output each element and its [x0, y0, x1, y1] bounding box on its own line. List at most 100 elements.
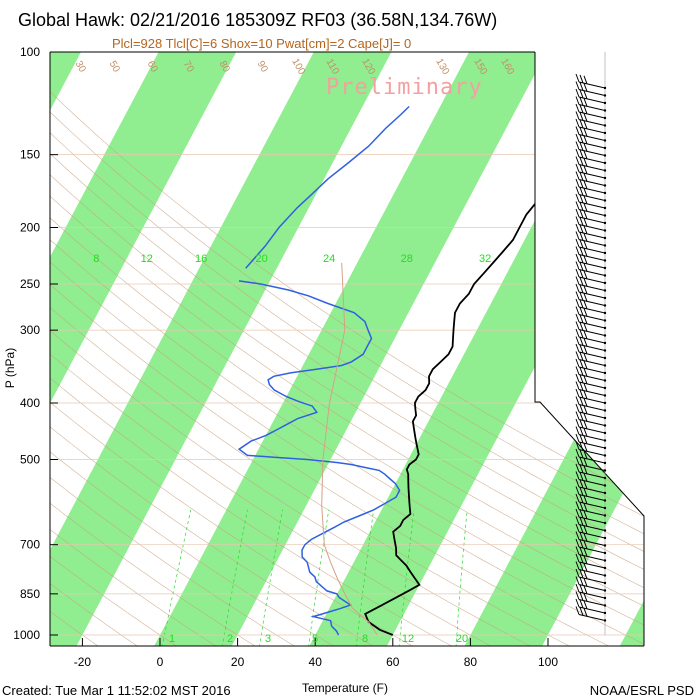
barb-feather — [583, 135, 588, 144]
wind-barb — [575, 291, 607, 307]
wind-barb — [575, 223, 607, 240]
y-tick-label: 700 — [20, 538, 40, 552]
barb-feather — [583, 578, 588, 587]
y-tick-label: 500 — [20, 452, 40, 466]
barb-shaft — [578, 411, 606, 419]
barb-feather — [583, 503, 588, 512]
wind-barb — [575, 411, 607, 427]
x-tick-label: -20 — [74, 655, 92, 669]
barb-shaft — [578, 569, 606, 576]
dry-adiabat-line — [50, 307, 570, 646]
barb-dot — [603, 574, 607, 577]
mixing-ratio-bottom-label: 20 — [456, 633, 468, 645]
barb-feather — [579, 472, 584, 481]
barb-feather — [575, 508, 580, 518]
barb-feather — [579, 494, 584, 504]
barb-feather — [583, 98, 588, 107]
barb-feather — [583, 360, 588, 369]
barb-shaft — [578, 164, 606, 171]
barb-feather — [579, 172, 584, 181]
dry-adiabat-line — [50, 476, 295, 646]
barb-feather — [575, 411, 580, 420]
wind-barb — [575, 358, 607, 375]
mixing-ratio-line — [455, 509, 468, 646]
x-tick-label: 0 — [157, 655, 164, 669]
barb-shaft — [578, 531, 606, 539]
wind-barb — [575, 396, 607, 412]
barb-feather — [583, 218, 588, 227]
barb-feather — [583, 473, 588, 482]
barb-feather — [575, 141, 580, 150]
barb-feather — [583, 548, 588, 557]
barb-feather — [579, 157, 584, 166]
barb-shaft — [578, 546, 606, 554]
barb-feather — [583, 398, 588, 407]
barb-dot — [603, 446, 607, 450]
barb-shaft — [578, 276, 606, 284]
barb-shaft — [578, 299, 606, 306]
dry-adiabat-line — [50, 284, 610, 646]
barb-feather — [583, 458, 588, 467]
barb-shaft — [578, 126, 606, 134]
y-tick-label: 200 — [20, 221, 40, 235]
barb-feather — [583, 510, 588, 519]
wind-barb — [575, 553, 607, 570]
x-tick-label: 80 — [464, 655, 478, 669]
barb-feather — [579, 194, 584, 204]
barb-feather — [575, 156, 580, 165]
barb-dot — [603, 161, 607, 165]
barb-feather — [579, 292, 584, 301]
barb-feather — [575, 486, 580, 495]
barb-shaft — [578, 179, 606, 186]
barb-feather — [579, 134, 584, 144]
barb-dot — [603, 289, 607, 292]
dry-adiabat-line — [50, 555, 178, 646]
wind-barb — [575, 133, 607, 150]
barb-feather — [583, 210, 588, 219]
barb-shaft — [578, 284, 606, 291]
barb-shaft — [578, 426, 606, 434]
barb-shaft — [578, 171, 606, 179]
barb-dot — [603, 416, 607, 420]
barb-dot — [603, 499, 607, 502]
dry-adiabat-line — [50, 451, 335, 646]
barb-feather — [575, 351, 580, 360]
barb-shaft — [578, 471, 606, 479]
wind-barbs — [575, 52, 607, 635]
barb-feather — [583, 570, 588, 579]
wind-panel-mask — [535, 52, 700, 646]
barb-feather — [579, 262, 584, 271]
x-axis-title: Temperature (F) — [302, 681, 388, 695]
barb-dot — [603, 139, 607, 142]
barb-dot — [603, 281, 607, 285]
barb-feather — [579, 367, 584, 376]
barb-dot — [603, 394, 607, 397]
mixing-ratio-label: 32 — [479, 253, 491, 265]
barb-feather — [575, 501, 580, 510]
barb-shaft — [578, 501, 606, 509]
barb-shaft — [578, 134, 606, 141]
wind-barb — [575, 546, 607, 562]
barb-feather — [575, 126, 580, 135]
barb-dot — [603, 154, 607, 157]
barb-shaft — [578, 396, 606, 404]
barb-feather — [583, 368, 588, 377]
barb-feather — [583, 555, 588, 564]
dry-adiabat-line — [50, 132, 644, 535]
wind-barb — [575, 111, 607, 127]
barb-shaft — [578, 149, 606, 156]
barb-feather — [575, 246, 580, 255]
x-tick-label: 20 — [231, 655, 245, 669]
barb-feather — [583, 143, 588, 152]
barb-feather — [575, 538, 580, 548]
barb-feather — [583, 233, 588, 242]
barb-shaft — [578, 209, 606, 216]
barb-dot — [603, 379, 607, 382]
barb-feather — [579, 532, 584, 541]
barb-feather — [583, 83, 588, 92]
mixing-ratio-label: 16 — [195, 253, 207, 265]
barb-feather — [579, 254, 584, 264]
chart-subtitle: Plcl=928 Tlcl[C]=6 Shox=10 Pwat[cm]=2 Ca… — [112, 36, 412, 51]
barb-dot — [603, 551, 607, 555]
y-tick-label: 100 — [20, 45, 40, 59]
